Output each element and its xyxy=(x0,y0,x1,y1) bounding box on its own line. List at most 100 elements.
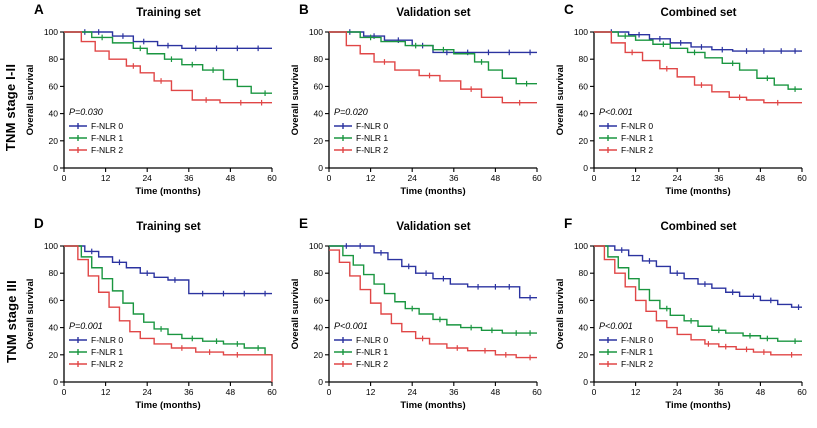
y-tick-label: 100 xyxy=(44,27,58,37)
y-tick-label: 20 xyxy=(579,350,589,360)
p-value: P<0.001 xyxy=(599,321,633,331)
km-plot-panel-e: 0 20 40 60 80 100 0 12 24 36 48 60 Time (months) Over… xyxy=(290,241,542,411)
x-tick-label: 0 xyxy=(327,387,332,397)
x-tick-label: 60 xyxy=(797,173,807,183)
y-tick-label: 0 xyxy=(318,163,323,173)
legend-label: F-NLR 1 xyxy=(356,133,388,143)
y-tick-label: 60 xyxy=(49,295,59,305)
p-value: P=0.030 xyxy=(69,107,103,117)
x-tick-label: 12 xyxy=(631,173,641,183)
x-tick-label: 48 xyxy=(491,387,501,397)
legend-label: F-NLR 1 xyxy=(621,347,653,357)
x-tick-label: 60 xyxy=(532,173,542,183)
x-tick-label: 48 xyxy=(226,387,236,397)
survival-curve-f-nlr-2 xyxy=(594,31,802,104)
panel-letter: D xyxy=(34,216,44,231)
legend-label: F-NLR 1 xyxy=(91,133,123,143)
y-tick-label: 40 xyxy=(49,109,59,119)
survival-curve-f-nlr-1 xyxy=(329,31,537,85)
panel-title: Training set xyxy=(136,7,201,19)
legend-label: F-NLR 0 xyxy=(356,121,388,131)
y-tick-label: 0 xyxy=(53,377,58,387)
survival-curve-f-nlr-0 xyxy=(594,245,802,308)
x-axis-label: Time (months) xyxy=(400,400,465,411)
y-axis-label: Overall survival xyxy=(555,65,566,136)
panel-letter: A xyxy=(34,2,44,17)
y-tick-label: 20 xyxy=(49,350,59,360)
survival-curve-f-nlr-2 xyxy=(329,249,537,359)
x-tick-label: 36 xyxy=(714,173,724,183)
panel-title: Validation set xyxy=(396,7,471,19)
panel-letter: F xyxy=(564,216,573,231)
survival-curve-f-nlr-0 xyxy=(329,245,537,299)
survival-curve-f-nlr-2 xyxy=(64,245,273,382)
p-value: P<0.001 xyxy=(599,107,633,117)
x-tick-label: 24 xyxy=(672,173,682,183)
row-label-tnm-stage-iii: TNM stage III xyxy=(0,214,22,428)
panel-a: A Training set 0 20 40 60 80 100 0 12 24 36 48 60 Ti… xyxy=(22,0,287,214)
y-tick-label: 40 xyxy=(49,323,59,333)
x-tick-label: 0 xyxy=(592,387,597,397)
y-tick-label: 100 xyxy=(574,241,588,251)
y-tick-label: 40 xyxy=(314,109,324,119)
legend-label: F-NLR 2 xyxy=(91,145,123,155)
y-tick-label: 20 xyxy=(49,136,59,146)
survival-curve-f-nlr-2 xyxy=(594,245,802,356)
y-tick-label: 100 xyxy=(44,241,58,251)
p-value: P=0.020 xyxy=(334,107,368,117)
legend-label: F-NLR 2 xyxy=(621,145,653,155)
row-label-text: TNM stage I-II xyxy=(3,63,19,151)
x-tick-label: 36 xyxy=(714,387,724,397)
y-tick-label: 80 xyxy=(49,268,59,278)
legend-label: F-NLR 0 xyxy=(621,335,653,345)
x-tick-label: 36 xyxy=(184,173,194,183)
legend-label: F-NLR 1 xyxy=(91,347,123,357)
figure-row-stage-iii: TNM stage III D Training set 0 20 40 60 80 10… xyxy=(0,214,817,428)
p-value: P=0.001 xyxy=(69,321,103,331)
y-axis-label: Overall survival xyxy=(25,65,36,136)
x-axis-label: Time (months) xyxy=(135,400,200,411)
y-tick-label: 40 xyxy=(579,109,589,119)
km-plot-panel-f: 0 20 40 60 80 100 0 12 24 36 48 60 Time (months) Over… xyxy=(555,241,807,411)
x-tick-label: 48 xyxy=(226,173,236,183)
y-axis-label: Overall survival xyxy=(555,279,566,350)
panel-c: C Combined set 0 20 40 60 80 100 0 12 24 36 48 60 Ti… xyxy=(552,0,817,214)
y-axis-label: Overall survival xyxy=(290,65,301,136)
x-tick-label: 36 xyxy=(184,387,194,397)
y-tick-label: 40 xyxy=(314,323,324,333)
x-tick-label: 12 xyxy=(101,173,111,183)
panel-title: Combined set xyxy=(660,221,737,233)
legend-label: F-NLR 2 xyxy=(621,359,653,369)
x-tick-label: 60 xyxy=(267,173,277,183)
legend-label: F-NLR 0 xyxy=(91,335,123,345)
panel-f: F Combined set 0 20 40 60 80 100 0 12 24 36 48 60 Ti… xyxy=(552,214,817,428)
x-axis-label: Time (months) xyxy=(135,186,200,197)
y-tick-label: 20 xyxy=(314,350,324,360)
x-tick-label: 60 xyxy=(267,387,277,397)
x-tick-label: 0 xyxy=(592,173,597,183)
x-tick-label: 12 xyxy=(366,173,376,183)
survival-curve-f-nlr-1 xyxy=(594,245,802,342)
panel-letter: E xyxy=(299,216,309,231)
y-tick-label: 0 xyxy=(318,377,323,387)
y-tick-label: 80 xyxy=(49,54,59,64)
p-value: P<0.001 xyxy=(334,321,368,331)
y-tick-label: 60 xyxy=(49,81,59,91)
figure-row-stage-i-ii: TNM stage I-II A Training set 0 20 40 60 80 1… xyxy=(0,0,817,214)
panel-title: Training set xyxy=(136,221,201,233)
legend-label: F-NLR 0 xyxy=(91,121,123,131)
row-label-tnm-stage-i-ii: TNM stage I-II xyxy=(0,0,22,214)
x-tick-label: 48 xyxy=(756,173,766,183)
x-tick-label: 12 xyxy=(631,387,641,397)
x-axis-label: Time (months) xyxy=(400,186,465,197)
x-tick-label: 0 xyxy=(62,387,67,397)
panel-letter: C xyxy=(564,2,574,17)
y-axis-label: Overall survival xyxy=(290,279,301,350)
x-tick-label: 0 xyxy=(327,173,332,183)
x-tick-label: 48 xyxy=(756,387,766,397)
panel-letter: B xyxy=(299,2,309,17)
survival-curve-f-nlr-2 xyxy=(64,31,272,104)
y-tick-label: 80 xyxy=(579,268,589,278)
y-tick-label: 80 xyxy=(314,268,324,278)
y-tick-label: 80 xyxy=(579,54,589,64)
